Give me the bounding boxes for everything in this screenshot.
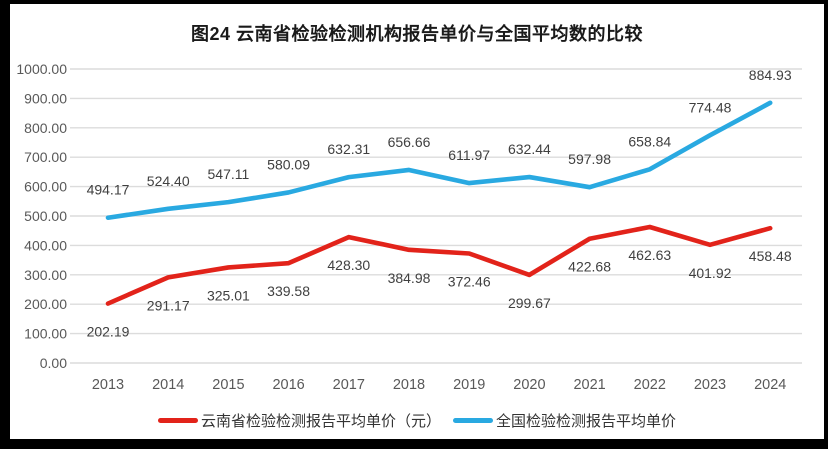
- svg-text:597.98: 597.98: [568, 151, 611, 167]
- svg-text:372.46: 372.46: [448, 273, 491, 289]
- svg-text:2022: 2022: [634, 377, 666, 393]
- svg-text:1000.00: 1000.00: [16, 61, 67, 77]
- svg-text:401.92: 401.92: [689, 265, 732, 281]
- svg-text:2020: 2020: [513, 377, 545, 393]
- svg-text:611.97: 611.97: [448, 147, 490, 163]
- svg-text:2023: 2023: [694, 377, 726, 393]
- svg-text:462.63: 462.63: [628, 247, 671, 263]
- svg-text:2017: 2017: [333, 377, 365, 393]
- svg-text:2013: 2013: [92, 377, 124, 393]
- svg-text:299.67: 299.67: [508, 295, 551, 311]
- svg-text:339.58: 339.58: [267, 283, 310, 299]
- svg-text:2015: 2015: [212, 377, 244, 393]
- svg-text:2018: 2018: [393, 377, 425, 393]
- svg-text:494.17: 494.17: [87, 182, 130, 198]
- svg-text:632.31: 632.31: [327, 141, 370, 157]
- chart-legend: 云南省检验检测报告平均单价（元） 全国检验检测报告平均单价: [10, 410, 824, 431]
- svg-text:2014: 2014: [152, 377, 184, 393]
- svg-text:500.00: 500.00: [24, 208, 67, 224]
- line-chart-plot: 1000.00 900.00 800.00 700.00 600.00 500.00 400…: [16, 61, 802, 393]
- legend-red-line-icon: [157, 418, 198, 423]
- svg-text:2024: 2024: [754, 377, 786, 393]
- svg-text:202.19: 202.19: [87, 324, 130, 340]
- svg-text:2019: 2019: [453, 377, 485, 393]
- svg-text:524.40: 524.40: [147, 173, 190, 189]
- legend-item-yunnan: 云南省检验检测报告平均单价（元）: [157, 410, 441, 431]
- svg-text:700.00: 700.00: [24, 149, 67, 165]
- svg-text:428.30: 428.30: [327, 257, 370, 273]
- svg-text:2021: 2021: [573, 377, 605, 393]
- legend-blue-line-icon: [453, 418, 493, 423]
- legend-item-national: 全国检验检测报告平均单价: [453, 410, 676, 431]
- svg-text:458.48: 458.48: [749, 248, 792, 264]
- legend-label-yunnan: 云南省检验检测报告平均单价（元）: [200, 413, 441, 430]
- svg-text:600.00: 600.00: [24, 179, 67, 195]
- svg-text:547.11: 547.11: [208, 166, 250, 182]
- svg-text:384.98: 384.98: [388, 270, 431, 286]
- chart-title: 图24 云南省检验检测机构报告单价与全国平均数的比较: [190, 24, 644, 44]
- svg-text:2016: 2016: [272, 377, 304, 393]
- svg-text:884.93: 884.93: [749, 67, 792, 83]
- svg-text:300.00: 300.00: [24, 267, 67, 283]
- svg-text:900.00: 900.00: [24, 90, 67, 106]
- svg-text:291.17: 291.17: [147, 297, 190, 313]
- svg-text:774.48: 774.48: [689, 99, 732, 115]
- svg-text:400.00: 400.00: [24, 237, 67, 253]
- svg-text:658.84: 658.84: [628, 133, 671, 149]
- svg-text:422.68: 422.68: [568, 259, 611, 275]
- svg-text:580.09: 580.09: [267, 156, 310, 172]
- svg-text:0.00: 0.00: [40, 355, 67, 371]
- svg-text:325.01: 325.01: [207, 287, 250, 303]
- svg-text:200.00: 200.00: [24, 296, 67, 312]
- svg-text:656.66: 656.66: [388, 134, 431, 150]
- legend-label-national: 全国检验检测报告平均单价: [496, 413, 677, 430]
- svg-text:800.00: 800.00: [24, 120, 67, 136]
- svg-text:632.44: 632.44: [508, 141, 551, 157]
- svg-text:100.00: 100.00: [24, 326, 67, 342]
